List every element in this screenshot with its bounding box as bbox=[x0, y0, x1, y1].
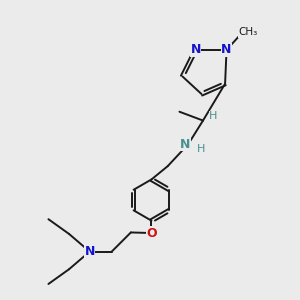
Text: CH₃: CH₃ bbox=[238, 27, 257, 37]
Text: N: N bbox=[190, 44, 201, 56]
Text: O: O bbox=[146, 226, 157, 239]
Text: H: H bbox=[196, 144, 205, 154]
Text: N: N bbox=[85, 245, 95, 258]
Text: N: N bbox=[180, 138, 190, 151]
Text: N: N bbox=[221, 44, 232, 56]
Text: H: H bbox=[209, 111, 218, 121]
